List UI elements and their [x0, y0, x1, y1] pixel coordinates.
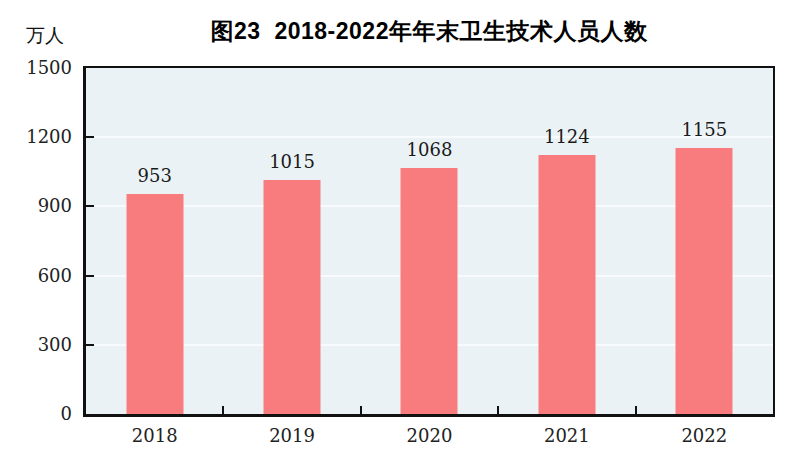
- x-axis-tick-label: 2018: [86, 425, 223, 447]
- x-axis-tick-label: 2020: [361, 425, 498, 447]
- bar-category: 1068: [361, 68, 498, 414]
- bar-category: 1124: [498, 68, 635, 414]
- bar-value-label: 1068: [361, 141, 498, 159]
- y-axis-tick-label: 0: [10, 405, 72, 423]
- bar: [401, 168, 458, 414]
- bar-value-label: 1124: [498, 128, 635, 146]
- bar-value-label: 1155: [636, 121, 773, 139]
- y-axis-tick-label: 1200: [10, 128, 72, 146]
- x-axis-tick-label: 2021: [498, 425, 635, 447]
- bar-category: 1015: [223, 68, 360, 414]
- bar-category: 1155: [636, 68, 773, 414]
- x-axis-tick-label: 2022: [636, 425, 773, 447]
- y-axis-tick-label: 900: [10, 197, 72, 215]
- figure-23-health-personnel-chart: 图23 2018-2022年年末卫生技术人员人数 万人 953101510681…: [0, 0, 800, 466]
- bar: [126, 194, 183, 414]
- bar: [538, 155, 595, 414]
- y-axis-tick-label: 1500: [10, 59, 72, 77]
- chart-title: 图23 2018-2022年年末卫生技术人员人数: [83, 16, 775, 46]
- y-axis-tick-label: 300: [10, 336, 72, 354]
- bar-category: 953: [86, 68, 223, 414]
- y-axis-unit-label: 万人: [26, 25, 86, 47]
- bar-value-label: 953: [86, 167, 223, 185]
- y-axis-tick-label: 600: [10, 267, 72, 285]
- bar: [264, 180, 321, 414]
- x-axis-tick-label: 2019: [223, 425, 360, 447]
- bar: [676, 148, 733, 414]
- bar-value-label: 1015: [223, 153, 360, 171]
- plot-area: 9531015106811241155: [83, 66, 775, 417]
